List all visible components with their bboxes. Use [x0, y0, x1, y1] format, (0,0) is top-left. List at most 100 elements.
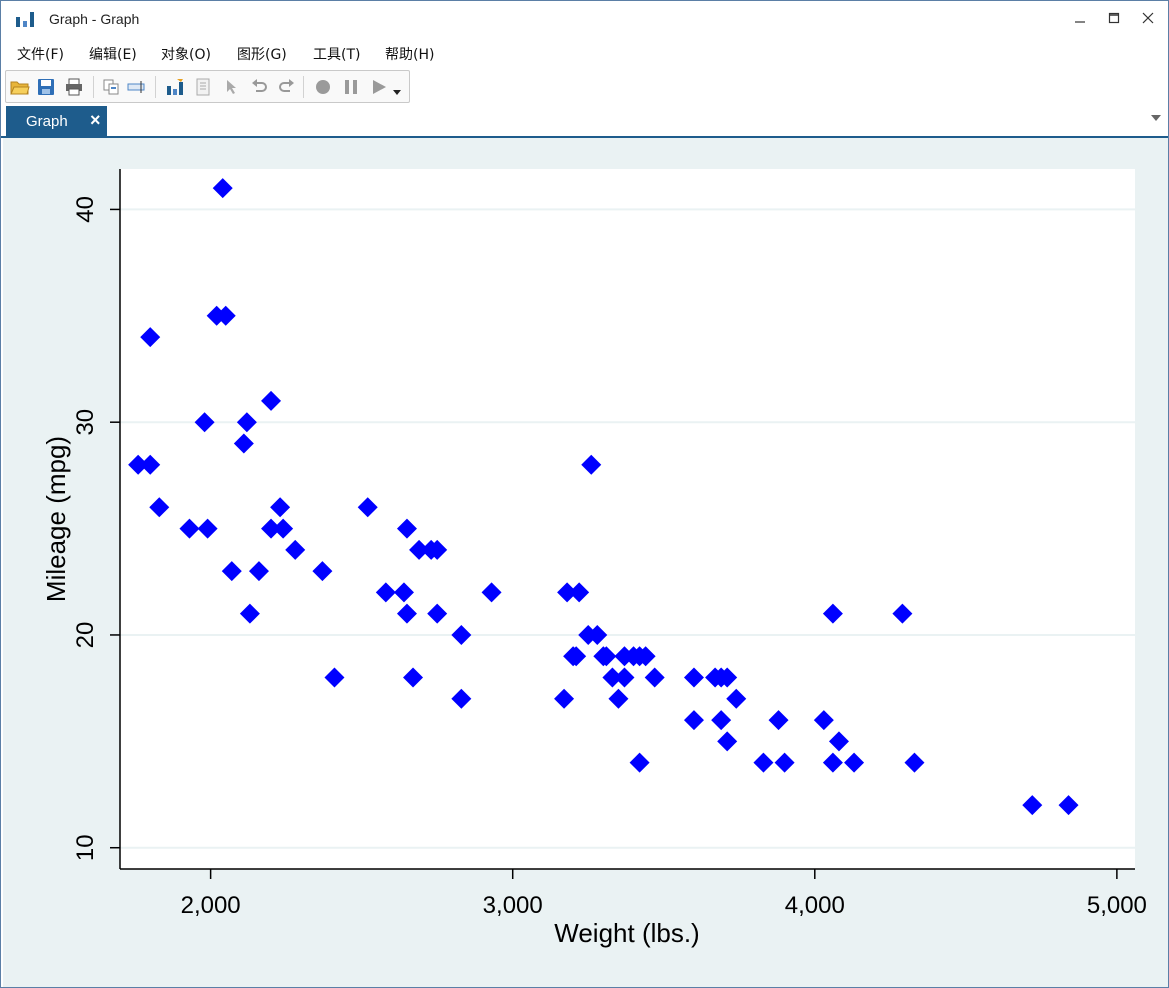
tab-graph-label: Graph: [26, 113, 68, 130]
tab-graph[interactable]: Graph ×: [6, 106, 107, 136]
x-tick-label: 2,000: [181, 892, 241, 919]
play-icon: [373, 80, 386, 94]
minimize-icon: [1075, 21, 1085, 23]
record-button[interactable]: [312, 76, 334, 98]
tab-list-dropdown-icon[interactable]: [1150, 112, 1162, 124]
pointer-button[interactable]: [220, 76, 242, 98]
data-point: [581, 454, 602, 475]
undo-button[interactable]: [248, 76, 270, 98]
print-icon: [66, 78, 82, 96]
toolbar-separator: [303, 76, 304, 98]
data-point: [396, 603, 417, 624]
data-point: [427, 539, 448, 560]
data-point: [635, 646, 656, 667]
graph-editor-button[interactable]: [164, 76, 186, 98]
data-point: [596, 646, 617, 667]
x-tick-label: 4,000: [785, 892, 845, 919]
data-point: [427, 603, 448, 624]
window-title: Graph - Graph: [49, 11, 140, 27]
data-point: [481, 582, 502, 603]
close-button[interactable]: [1131, 1, 1165, 35]
undo-icon: [252, 79, 267, 92]
data-point: [828, 731, 849, 752]
title-bar[interactable]: Graph - Graph: [1, 1, 1168, 37]
data-point: [312, 561, 333, 582]
graph-area: 10 20 30 40 2,000 3,000 4,000 5,000 Weight (lbs…: [3, 138, 1168, 987]
data-point: [844, 752, 865, 773]
pause-button[interactable]: [340, 76, 362, 98]
toolbar-separator: [155, 76, 156, 98]
plot-region: [120, 169, 1135, 869]
x-tick-label: 5,000: [1087, 892, 1147, 919]
menu-file[interactable]: 文件(F): [17, 47, 64, 63]
data-point: [270, 497, 291, 518]
minimize-button[interactable]: [1063, 1, 1097, 35]
menu-edit[interactable]: 编辑(E): [89, 47, 137, 63]
open-button[interactable]: [9, 76, 31, 98]
data-point: [1058, 795, 1079, 816]
y-axis-label: Mileage (mpg): [41, 436, 71, 602]
data-point: [566, 646, 587, 667]
data-point: [140, 454, 161, 475]
close-icon: [1142, 12, 1154, 24]
toolbar-overflow-button[interactable]: [390, 76, 404, 98]
menu-bar: 文件(F) 编辑(E) 对象(O) 图形(G) 工具(T) 帮助(H): [1, 39, 1168, 67]
y-tick-label: 40: [72, 196, 99, 223]
data-point: [629, 752, 650, 773]
data-point: [149, 497, 170, 518]
play-button[interactable]: [368, 76, 390, 98]
save-icon: [38, 79, 54, 95]
menu-tools[interactable]: 工具(T): [313, 47, 361, 63]
data-point: [403, 667, 424, 688]
data-point: [451, 688, 472, 709]
data-point: [717, 731, 738, 752]
data-point: [324, 667, 345, 688]
properties-button[interactable]: [192, 76, 214, 98]
pointer-icon: [227, 80, 236, 94]
data-point: [285, 539, 306, 560]
menu-object[interactable]: 对象(O): [161, 47, 211, 63]
data-point: [813, 710, 834, 731]
data-point: [608, 688, 629, 709]
data-point: [602, 667, 623, 688]
data-point: [179, 518, 200, 539]
data-point: [774, 752, 795, 773]
dropdown-arrow-icon: [393, 90, 401, 95]
data-point: [194, 412, 215, 433]
copy-graph-button[interactable]: [100, 76, 122, 98]
menu-graph[interactable]: 图形(G): [237, 47, 287, 63]
data-point: [221, 561, 242, 582]
tab-bar: Graph ×: [1, 104, 1168, 138]
data-point: [711, 710, 732, 731]
data-point: [768, 710, 789, 731]
x-tick-label: 3,000: [483, 892, 543, 919]
data-point: [128, 454, 149, 475]
data-point: [215, 305, 236, 326]
data-point: [644, 667, 665, 688]
data-point: [717, 667, 738, 688]
y-tick-label: 30: [72, 409, 99, 436]
data-point: [587, 624, 608, 645]
toolbar: [5, 70, 410, 103]
record-icon: [316, 80, 330, 94]
tab-close-button[interactable]: ×: [90, 110, 101, 130]
maximize-icon: [1108, 12, 1120, 24]
x-axis-label: Weight (lbs.): [554, 918, 699, 948]
redo-button[interactable]: [276, 76, 298, 98]
menu-help[interactable]: 帮助(H): [385, 47, 435, 63]
data-point: [261, 518, 282, 539]
print-button[interactable]: [63, 76, 85, 98]
data-point: [892, 603, 913, 624]
rename-button[interactable]: [126, 76, 148, 98]
redo-icon: [279, 79, 294, 92]
data-point: [822, 752, 843, 773]
data-point: [822, 603, 843, 624]
data-point: [273, 518, 294, 539]
data-point: [375, 582, 396, 603]
data-point: [614, 667, 635, 688]
data-point: [197, 518, 218, 539]
save-button[interactable]: [35, 76, 57, 98]
maximize-button[interactable]: [1097, 1, 1131, 35]
properties-icon: [196, 78, 210, 96]
